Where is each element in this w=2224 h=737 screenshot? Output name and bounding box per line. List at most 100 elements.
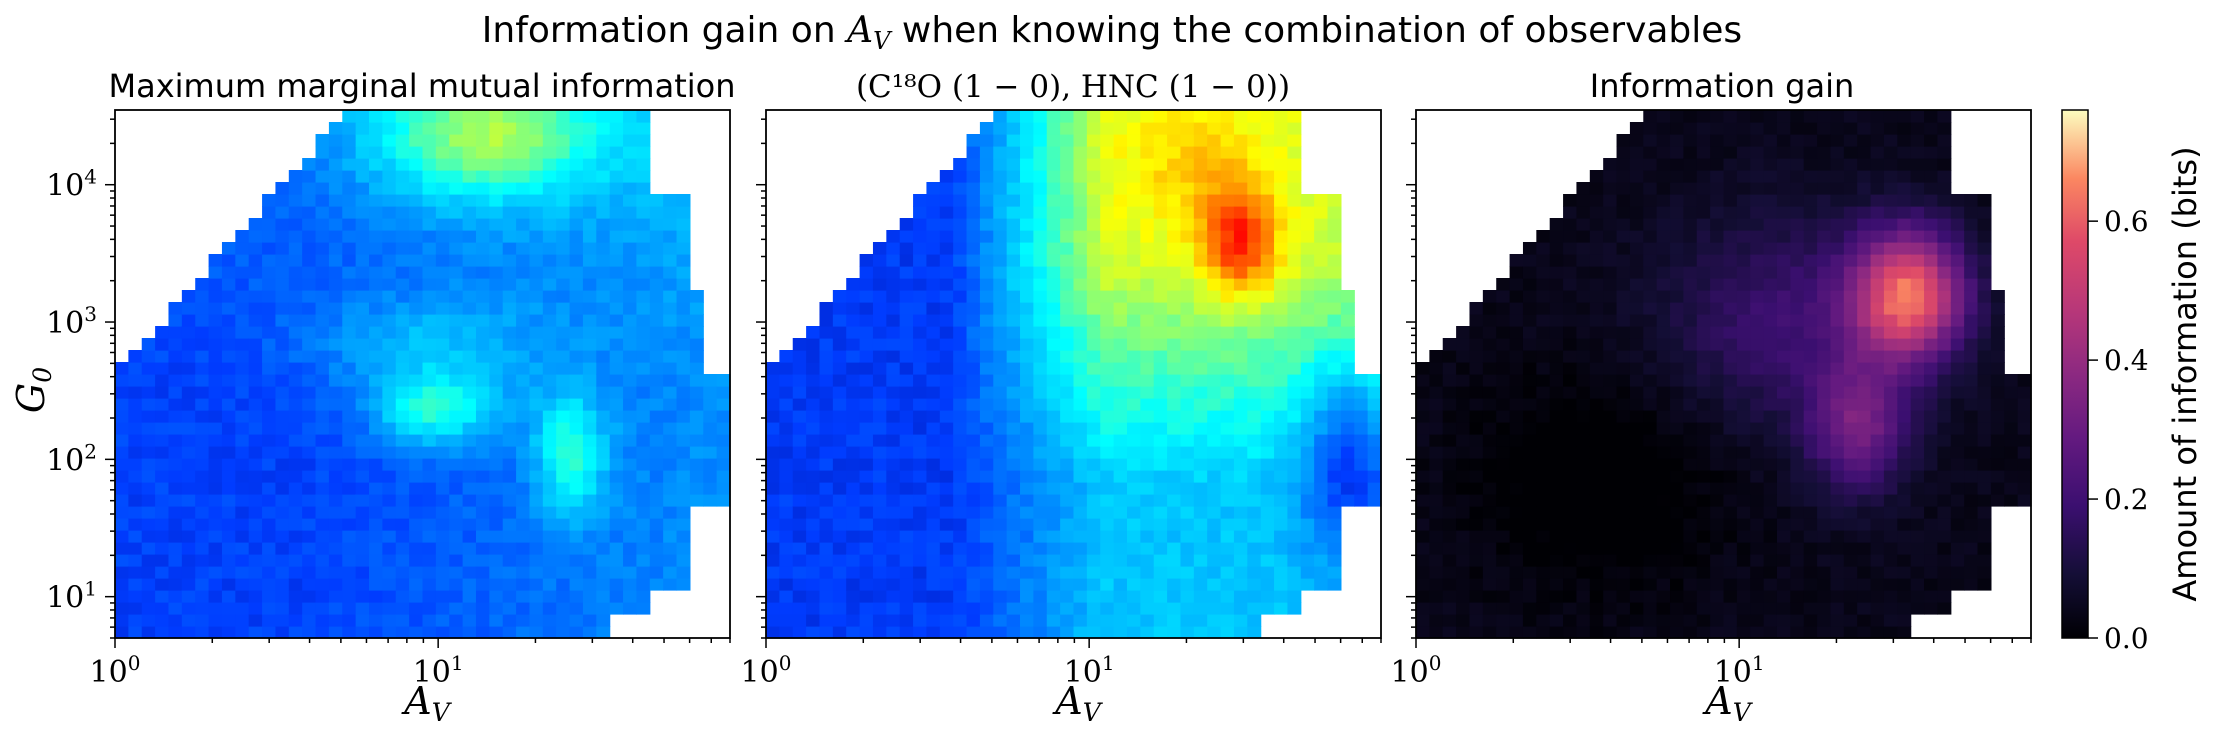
heatmap-cell (1563, 302, 1578, 315)
heatmap-cell (1416, 374, 1430, 387)
heatmap-cell (529, 158, 544, 171)
heatmap-cell (435, 494, 450, 507)
heatmap-cell (1696, 446, 1711, 459)
heatmap-cell (596, 302, 611, 315)
heatmap-cell (141, 470, 156, 483)
heatmap-cell (1456, 386, 1471, 399)
heatmap-cell (395, 398, 410, 411)
heatmap-cell (1522, 554, 1537, 567)
heatmap-cell (582, 386, 597, 399)
heatmap-cell (1616, 446, 1631, 459)
heatmap-cell (1536, 578, 1551, 591)
heatmap-cell (1723, 290, 1738, 303)
heatmap-cell (1857, 146, 1872, 159)
heatmap-cell (1710, 374, 1725, 387)
heatmap-cell (1883, 374, 1898, 387)
heatmap-cell (1300, 278, 1315, 291)
heatmap-cell (1897, 362, 1912, 375)
heatmap-cell (1300, 242, 1315, 255)
heatmap-cell (1883, 146, 1898, 159)
heatmap-cell (1763, 422, 1778, 435)
heatmap-cell (1563, 194, 1578, 207)
heatmap-cell (1683, 326, 1698, 339)
heatmap-cell (1233, 554, 1248, 567)
heatmap-cell (529, 482, 544, 495)
heatmap-cell (953, 230, 968, 243)
heatmap-cell (1167, 338, 1182, 351)
heatmap-cell (1817, 470, 1832, 483)
heatmap-cell (1870, 350, 1885, 363)
heatmap-cell (1073, 122, 1088, 135)
heatmap-cell (409, 290, 424, 303)
heatmap-cell (155, 470, 170, 483)
heatmap-cell (1776, 158, 1791, 171)
heatmap-cell (248, 506, 263, 519)
heatmap-cell (1327, 302, 1342, 315)
heatmap-cell (689, 398, 704, 411)
heatmap-cell (1736, 410, 1751, 423)
heatmap-cell (1140, 578, 1155, 591)
heatmap-cell (1327, 422, 1342, 435)
heatmap-cell (1220, 266, 1235, 279)
heatmap-cell (1327, 482, 1342, 495)
heatmap-cell (966, 590, 981, 603)
heatmap-cell (1153, 266, 1168, 279)
heatmap-cell (846, 314, 861, 327)
heatmap-cell (449, 494, 464, 507)
heatmap-cell (355, 530, 370, 543)
heatmap-cell (819, 554, 834, 567)
heatmap-cell (609, 410, 624, 423)
heatmap-cell (1776, 290, 1791, 303)
heatmap-cell (248, 446, 263, 459)
heatmap-cell (1937, 182, 1952, 195)
heatmap-cell (872, 314, 887, 327)
heatmap-cell (489, 554, 504, 567)
heatmap-cell (1643, 614, 1658, 627)
heatmap-cell (275, 182, 290, 195)
heatmap-cell (886, 614, 901, 627)
heatmap-cell (846, 374, 861, 387)
heatmap-cell (926, 470, 941, 483)
heatmap-cell (676, 398, 691, 411)
heatmap-cell (1576, 542, 1591, 555)
heatmap-cell (1629, 518, 1644, 531)
heatmap-cell (1496, 374, 1511, 387)
heatmap-cell (275, 314, 290, 327)
heatmap-cell (1563, 446, 1578, 459)
heatmap-cell (1643, 122, 1658, 135)
heatmap-cell (181, 518, 196, 531)
heatmap-cell (1193, 482, 1208, 495)
heatmap-cell (913, 566, 928, 579)
heatmap-cell (181, 350, 196, 363)
heatmap-cell (623, 578, 638, 591)
heatmap-cell (1857, 326, 1872, 339)
heatmap-cell (582, 554, 597, 567)
heatmap-cell (422, 182, 437, 195)
heatmap-cell (1033, 470, 1048, 483)
heatmap-cell (846, 542, 861, 555)
heatmap-cell (1924, 194, 1939, 207)
heatmap-cell (1469, 530, 1484, 543)
heatmap-cell (1220, 482, 1235, 495)
heatmap-cell (899, 266, 914, 279)
heatmap-cell (1736, 170, 1751, 183)
heatmap-cell (1073, 278, 1088, 291)
heatmap-cell (288, 422, 303, 435)
heatmap-cell (1033, 302, 1048, 315)
heatmap-cell (1220, 326, 1235, 339)
heatmap-cell (1629, 158, 1644, 171)
heatmap-cell (1603, 518, 1618, 531)
heatmap-cell (779, 434, 794, 447)
heatmap-cell (1314, 446, 1329, 459)
heatmap-cell (1776, 410, 1791, 423)
heatmap-cell (342, 482, 357, 495)
heatmap-cell (1576, 206, 1591, 219)
heatmap-cell (1456, 626, 1471, 639)
heatmap-cell (395, 218, 410, 231)
heatmap-cell (1167, 302, 1182, 315)
heatmap-cell (1522, 434, 1537, 447)
heatmap-cell (181, 326, 196, 339)
heatmap-cell (355, 206, 370, 219)
heatmap-cell (1327, 206, 1342, 219)
heatmap-cell (1710, 362, 1725, 375)
